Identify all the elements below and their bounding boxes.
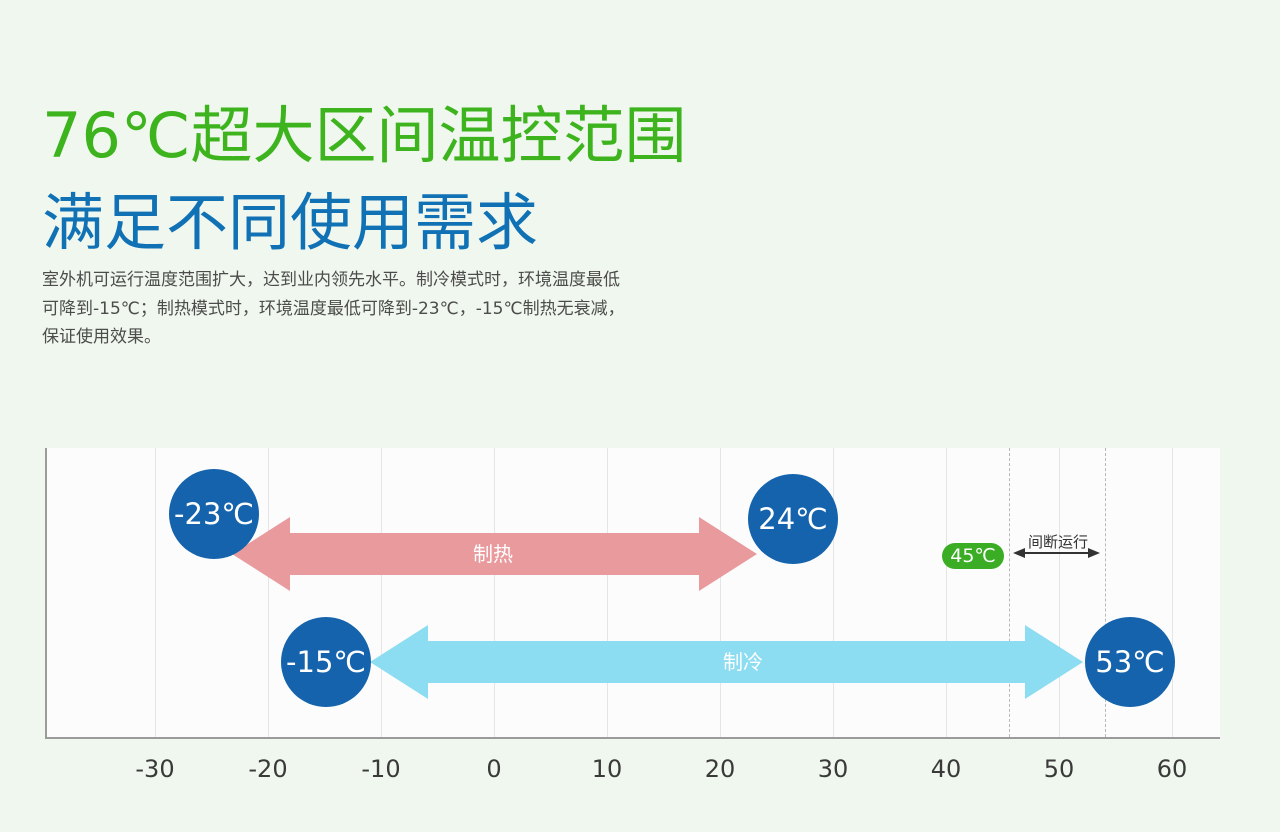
gridline bbox=[381, 448, 382, 737]
cooling-min-value: -15℃ bbox=[286, 645, 366, 679]
x-axis-tick: 40 bbox=[930, 755, 962, 783]
gridline bbox=[268, 448, 269, 737]
cooling-arrow-right-head-icon bbox=[1025, 625, 1083, 699]
gridline bbox=[833, 448, 834, 737]
cooling-max-value: 53℃ bbox=[1095, 645, 1165, 679]
gridline bbox=[1172, 448, 1173, 737]
x-axis-tick: 0 bbox=[486, 755, 502, 783]
x-axis-tick: 50 bbox=[1043, 755, 1075, 783]
heating-arrow-body bbox=[290, 533, 699, 575]
page-title: 76℃超大区间温控范围 满足不同使用需求 bbox=[42, 92, 687, 266]
heating-min-circle: -23℃ bbox=[169, 469, 259, 559]
temp-45-badge-label: 45℃ bbox=[950, 545, 996, 567]
gridline bbox=[155, 448, 156, 737]
interval-arrow-line bbox=[1024, 552, 1089, 554]
gridline bbox=[1059, 448, 1060, 737]
interval-arrow-right-head-icon bbox=[1088, 548, 1100, 558]
x-axis-tick: -10 bbox=[361, 755, 401, 783]
x-axis-tick: -20 bbox=[248, 755, 288, 783]
page-title-line2: 满足不同使用需求 bbox=[42, 186, 539, 259]
x-axis: -30 -20 -10 0 10 20 30 40 50 60 bbox=[47, 755, 1219, 785]
interval-arrow-left-head-icon bbox=[1013, 548, 1025, 558]
description-text: 室外机可运行温度范围扩大，达到业内领先水平。制冷模式时，环境温度最低可降到-15… bbox=[42, 270, 625, 348]
interval-label: 间断运行 bbox=[1027, 533, 1089, 551]
x-axis-tick: 60 bbox=[1156, 755, 1188, 783]
x-axis-tick: 20 bbox=[704, 755, 736, 783]
gridline bbox=[607, 448, 608, 737]
interval-dashed-line-left bbox=[1009, 448, 1010, 737]
interval-dashed-line-right bbox=[1105, 448, 1106, 737]
x-axis-tick: 10 bbox=[591, 755, 623, 783]
heating-max-value: 24℃ bbox=[758, 502, 828, 536]
heating-max-circle: 24℃ bbox=[748, 474, 838, 564]
cooling-arrow-label: 制冷 bbox=[723, 650, 763, 674]
page-title-line1: 76℃超大区间温控范围 bbox=[42, 99, 687, 172]
gridline bbox=[720, 448, 721, 737]
heating-arrow-right-head-icon bbox=[699, 517, 757, 591]
heating-arrow-label: 制热 bbox=[473, 542, 513, 566]
cooling-arrow-body bbox=[428, 641, 1025, 683]
cooling-max-circle: 53℃ bbox=[1085, 617, 1175, 707]
x-axis-tick: 30 bbox=[817, 755, 849, 783]
temp-45-badge: 45℃ bbox=[942, 543, 1004, 569]
heating-min-value: -23℃ bbox=[174, 497, 254, 531]
gridline bbox=[946, 448, 947, 737]
temperature-range-chart: 制热 制冷 -23℃ 24℃ -15℃ 53℃ 45℃ 间断运行 bbox=[45, 448, 1220, 739]
cooling-min-circle: -15℃ bbox=[281, 617, 371, 707]
x-axis-tick: -30 bbox=[135, 755, 175, 783]
cooling-arrow-left-head-icon bbox=[370, 625, 428, 699]
gridline bbox=[494, 448, 495, 737]
